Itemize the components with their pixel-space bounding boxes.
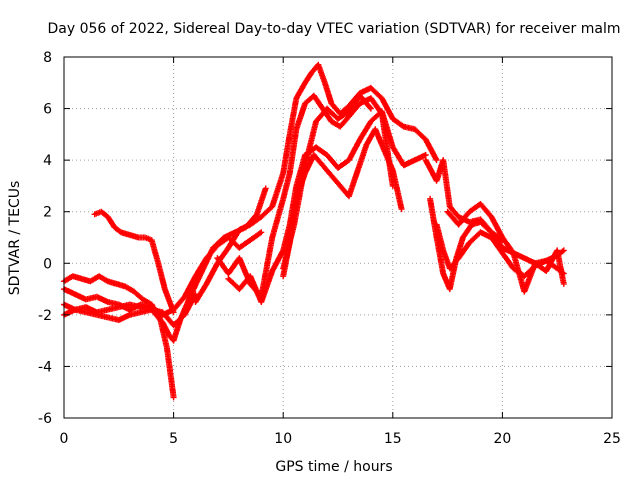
y-axis-label: SDTVAR / TECUs bbox=[7, 181, 23, 296]
series-markers bbox=[61, 273, 177, 401]
y-tick-label: 2 bbox=[43, 205, 52, 221]
series-markers bbox=[192, 61, 440, 305]
y-tick-label: 8 bbox=[43, 50, 52, 66]
x-tick-labels: 0 5 10 15 20 25 bbox=[60, 431, 621, 447]
tick-marks bbox=[63, 56, 613, 419]
chart-title: Day 056 of 2022, Sidereal Day-to-day VTE… bbox=[48, 21, 621, 37]
x-tick-label: 5 bbox=[169, 431, 178, 447]
series-markers bbox=[280, 92, 374, 272]
x-axis-label: GPS time / hours bbox=[275, 459, 392, 475]
x-tick-label: 20 bbox=[493, 431, 511, 447]
y-tick-label: -6 bbox=[38, 411, 52, 427]
y-tick-label: 4 bbox=[43, 153, 52, 169]
series-markers bbox=[91, 208, 177, 316]
series-track-c bbox=[61, 273, 177, 401]
series-markers bbox=[427, 195, 506, 293]
x-tick-label: 0 bbox=[60, 431, 69, 447]
y-tick-label: -4 bbox=[38, 359, 52, 375]
plot-frame bbox=[63, 56, 613, 419]
x-tick-label: 15 bbox=[384, 431, 402, 447]
series-track-f bbox=[192, 61, 440, 305]
y-tick-labels: -6 -4 -2 0 2 4 6 8 bbox=[38, 50, 52, 427]
series-track-n bbox=[427, 195, 506, 293]
data-points bbox=[61, 61, 567, 401]
y-tick-label: -2 bbox=[38, 308, 52, 324]
series-track-b bbox=[91, 208, 177, 316]
series-markers bbox=[444, 201, 567, 295]
series-track-h bbox=[225, 108, 429, 305]
series-track-j bbox=[280, 92, 374, 272]
y-tick-label: 6 bbox=[43, 102, 52, 118]
series-markers bbox=[225, 108, 429, 305]
series-track-m bbox=[444, 201, 567, 295]
x-tick-label: 25 bbox=[603, 431, 621, 447]
x-tick-label: 10 bbox=[274, 431, 292, 447]
y-tick-label: 0 bbox=[43, 256, 52, 272]
